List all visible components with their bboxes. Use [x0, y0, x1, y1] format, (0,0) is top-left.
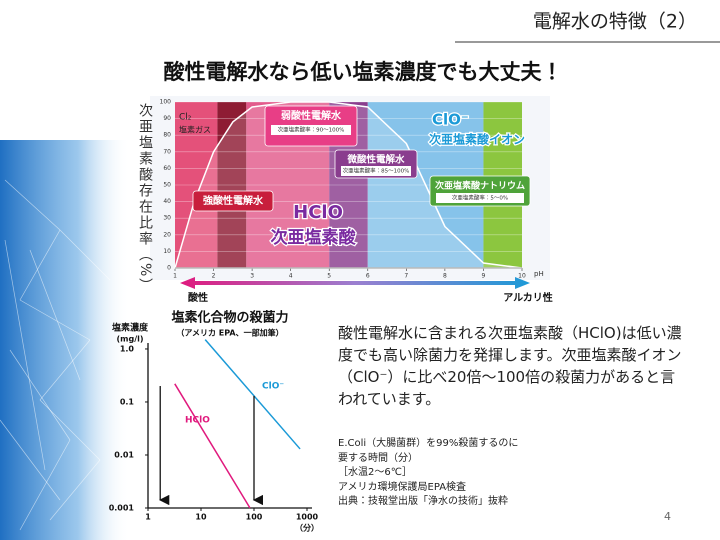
x-tick-label: 5	[327, 273, 331, 280]
annotation-sub: 次亜塩素酸率：5〜0%	[452, 194, 508, 202]
y-tick-label: 70	[163, 148, 171, 155]
annotation-sub-box	[341, 166, 411, 176]
x-tick-label: 3	[250, 273, 254, 280]
slide-title: 電解水の特徴（2）	[533, 11, 697, 33]
y-tick-label: 1.0	[120, 344, 135, 353]
chart-subtitle: （アメリカ EPA、一部加筆）	[176, 328, 283, 338]
note-line: E.Coli（大腸菌群）を99%殺菌するのに	[338, 438, 519, 449]
x-tick-label: 8	[443, 273, 447, 280]
annotation: 次亜塩素酸イオン	[429, 132, 525, 147]
side-decoration	[0, 140, 130, 540]
y-tick-label: 0.01	[114, 450, 134, 459]
annotation: 次亜塩素酸	[271, 227, 357, 248]
y-tick-label: 50	[163, 182, 171, 189]
page-number: 4	[664, 510, 671, 523]
ph-arrow	[180, 277, 530, 289]
note-line: ［水温2〜6℃］	[338, 467, 412, 478]
x-tick-label: 4	[289, 273, 293, 280]
sterilization-chart: 塩素化合物の殺菌力 （アメリカ EPA、一部加筆） 塩素濃度(mg/l) 0.001 0…	[109, 310, 319, 533]
y-tick-label: 30	[163, 215, 171, 222]
annotation-sub-box	[436, 193, 524, 203]
y-tick-label: 90	[163, 115, 171, 122]
y-tick-label: 0	[167, 265, 171, 272]
x-tick-label: 100	[246, 513, 263, 522]
annotation-box	[192, 190, 274, 212]
notes: E.Coli（大腸菌群）を99%殺菌するのに 要する時間（分） ［水温2〜6℃］ アメ…	[338, 437, 598, 510]
headline: 酸性電解水なら低い塩素濃度でも大丈夫！	[164, 60, 563, 84]
y-axis-label: 塩素濃度	[112, 322, 149, 334]
chart-title: 塩素化合物の殺菌力	[171, 310, 288, 326]
y-tick-label: 20	[163, 231, 171, 238]
y-tick-label: 100	[160, 99, 172, 106]
annotation: 弱酸性電解水	[281, 109, 342, 122]
x-tick-label: 7	[404, 273, 408, 280]
series-line	[174, 383, 251, 509]
annotation: 次亜塩素酸ナトリウム	[435, 180, 525, 192]
note-line: アメリカ環境保護局EPA検査	[338, 481, 467, 493]
series-label: HClO	[185, 416, 210, 426]
hclo-area	[174, 101, 523, 269]
annotation-sub: 次亜塩素酸率：90〜100%	[278, 126, 345, 134]
x-tick-label: 1000	[296, 513, 319, 522]
x-tick-label: 10	[195, 513, 207, 522]
annotation: Cl₂	[179, 113, 192, 123]
x-unit: （分）	[295, 523, 319, 533]
y-axis-unit: (mg/l)	[116, 335, 143, 344]
x-tick-label: 2	[212, 273, 216, 280]
x-tick-label: 10	[518, 273, 526, 280]
series-line	[204, 339, 301, 450]
annotation-sub: 次亜塩素酸率：85〜100%	[343, 167, 410, 175]
y-axis-label: 次亜塩素酸存在比率（%）	[137, 103, 153, 294]
note-line: 出典：技報堂出版「浄水の技術」抜粋	[338, 496, 508, 507]
network-decoration	[0, 179, 111, 531]
acid-label: 酸性	[188, 291, 208, 304]
note-line: 要する時間（分）	[338, 452, 418, 464]
y-tick-label: 60	[163, 165, 171, 172]
x-tick-label: 1	[173, 273, 177, 280]
ph-chart: 0 10 20 30 40 50 60 70 80 90 100 1 2 3 4 5 6 7 8 9 10 pH 次亜塩素酸…	[137, 96, 553, 304]
x-unit: pH	[534, 270, 544, 278]
x-tick-label: 9	[482, 273, 486, 280]
x-tick-label: 1	[145, 513, 151, 522]
y-tick-label: 0.1	[120, 397, 135, 406]
annotation: 塩素ガス	[179, 125, 211, 135]
series-label: ClO⁻	[262, 382, 284, 392]
x-tick-label: 6	[366, 273, 370, 280]
annotation: 微酸性電解水	[346, 154, 405, 166]
y-tick-label: 10	[163, 248, 171, 255]
annotation-sub-box	[271, 125, 351, 135]
y-tick-label: 80	[163, 132, 171, 139]
y-tick-label: 40	[163, 198, 171, 205]
paragraph: 酸性電解水に含まれる次亜塩素酸（HClO)は低い濃度でも高い除菌力を発揮します。…	[338, 324, 682, 408]
y-tick-label: 0.001	[109, 504, 135, 513]
annotation: ClO⁻	[432, 111, 469, 129]
annotation: 強酸性電解水	[203, 194, 264, 207]
annotation: HClO	[293, 202, 343, 223]
alkali-label: アルカリ性	[503, 291, 553, 304]
